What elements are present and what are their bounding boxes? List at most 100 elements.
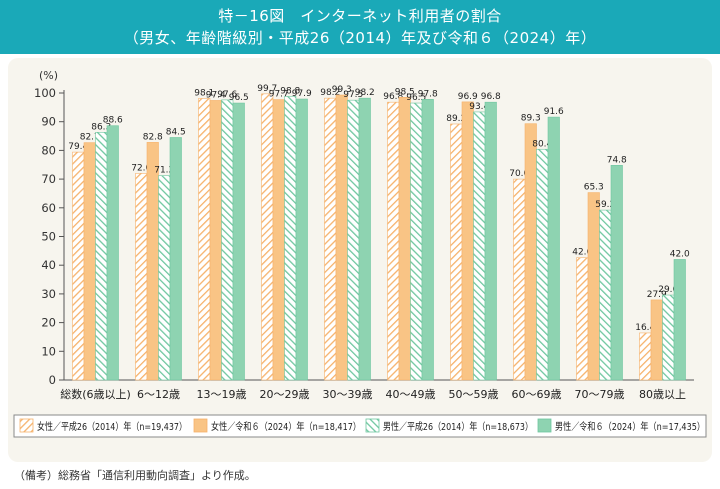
data-label: 27.9 <box>647 290 667 300</box>
bar <box>335 94 348 381</box>
data-label: 98.5 <box>395 87 415 97</box>
data-label: 97.6 <box>217 90 237 100</box>
x-tick-label: 80歳以上 <box>639 388 686 401</box>
data-label: 97.7 <box>269 90 289 100</box>
data-label: 79.4 <box>68 142 88 152</box>
data-label: 98.1 <box>194 88 214 98</box>
legend-label: 女性／令和６（2024）年（n=18,417） <box>211 420 361 433</box>
x-tick-label: 60～69歳 <box>512 388 562 401</box>
x-tick-label: 20～29歳 <box>260 388 310 401</box>
source-note: （備考）総務省「通信利用動向調査」より作成。 <box>14 469 256 482</box>
bar <box>135 173 148 381</box>
y-tick-label: 10 <box>41 344 56 358</box>
y-tick-label: 70 <box>41 172 56 186</box>
chart-title-banner: 特－16図 インターネット利用者の割合 （男女、年齢階級別・平成26（2014）… <box>0 0 720 54</box>
bar <box>484 101 497 381</box>
data-label: 97.8 <box>418 89 438 99</box>
data-label: 97.9 <box>292 89 312 99</box>
bar <box>295 98 308 381</box>
data-label: 82.8 <box>143 132 163 142</box>
x-tick-label: 30～39歳 <box>323 388 373 401</box>
bar <box>209 100 222 381</box>
bar <box>473 111 486 381</box>
y-tick-label: 40 <box>41 258 56 272</box>
data-label: 65.3 <box>584 183 604 193</box>
bar <box>587 192 600 381</box>
bar-chart: (%) 0 10 20 30 40 50 60 70 80 90 100 79.482.786.388.… <box>13 69 707 438</box>
y-tick-label: 80 <box>41 143 56 157</box>
data-label: 16.4 <box>635 323 655 333</box>
bar <box>450 123 463 381</box>
y-tick-label: 90 <box>41 115 56 129</box>
data-label: 89.2 <box>446 114 466 124</box>
bar <box>261 93 274 381</box>
x-tick-label: 総数(6歳以上) <box>60 387 131 401</box>
bar <box>662 294 675 381</box>
bar <box>513 178 526 381</box>
data-label: 99.3 <box>332 85 352 95</box>
data-label: 86.3 <box>91 122 111 132</box>
data-label: 88.6 <box>103 116 123 126</box>
bar <box>221 99 234 381</box>
x-tick-label: 6～12歳 <box>137 388 180 401</box>
legend-box <box>13 414 707 438</box>
bar <box>461 101 474 381</box>
legend-swatch <box>19 418 34 433</box>
y-tick-label: 20 <box>41 316 56 330</box>
data-label: 93.4 <box>469 102 489 112</box>
bar <box>158 175 171 381</box>
data-label: 71.2 <box>154 166 174 176</box>
bar <box>72 151 85 381</box>
data-label: 72.0 <box>131 163 151 173</box>
bar <box>576 257 589 381</box>
bar <box>536 148 549 381</box>
data-label: 97.4 <box>206 90 226 100</box>
x-tick-label: 70～79歳 <box>575 388 625 401</box>
legend-swatch <box>537 418 552 433</box>
legend-label: 男性／令和６（2024）年（n=17,435） <box>555 420 705 433</box>
data-label: 74.8 <box>607 155 627 165</box>
data-label: 96.8 <box>383 92 403 102</box>
data-label: 98.2 <box>320 88 340 98</box>
bar <box>547 116 560 381</box>
bar <box>146 142 159 381</box>
bar <box>650 299 663 381</box>
bar <box>106 125 119 381</box>
data-label: 80.4 <box>532 139 552 149</box>
data-label: 82.7 <box>80 133 100 143</box>
bar <box>387 101 400 381</box>
y-axis-label: (%) <box>39 69 58 82</box>
legend-swatch <box>365 418 380 433</box>
bar <box>398 97 411 381</box>
bar <box>198 98 211 381</box>
bar <box>284 96 297 381</box>
chart-subtitle: （男女、年齢階級別・平成26（2014）年及び令和６（2024）年） <box>123 29 597 47</box>
x-tick-label: 40～49歳 <box>386 388 436 401</box>
bar <box>83 142 96 381</box>
legend-swatch <box>193 418 208 433</box>
bar <box>272 99 285 381</box>
data-label: 98.2 <box>355 88 375 98</box>
data-label: 96.8 <box>481 92 501 102</box>
bar <box>421 99 434 381</box>
x-tick-label: 50～59歳 <box>449 388 499 401</box>
x-tick-label: 13～19歳 <box>197 388 247 401</box>
y-tick-label: 30 <box>41 287 56 301</box>
legend-label: 男性／平成26（2014）年（n=18,673） <box>383 420 533 433</box>
bar <box>410 102 423 381</box>
y-tick-label: 60 <box>41 201 56 215</box>
data-label: 97.5 <box>343 90 363 100</box>
bar <box>610 165 623 381</box>
data-label: 59.2 <box>595 200 615 210</box>
data-label: 70.0 <box>509 169 529 179</box>
data-label: 29.6 <box>658 285 678 295</box>
chart-panel: (%) 0 10 20 30 40 50 60 70 80 90 100 79.4 82.7 86.3 88.… <box>8 58 712 462</box>
bar <box>169 137 182 381</box>
legend-label: 女性／平成26（2014）年（n=19,437） <box>37 420 187 433</box>
data-label: 91.6 <box>544 107 564 117</box>
bar <box>639 332 652 381</box>
y-tick-label: 50 <box>41 230 56 244</box>
data-label: 98.8 <box>280 86 300 96</box>
y-tick-label: 100 <box>34 86 56 100</box>
data-label: 84.5 <box>166 127 186 137</box>
